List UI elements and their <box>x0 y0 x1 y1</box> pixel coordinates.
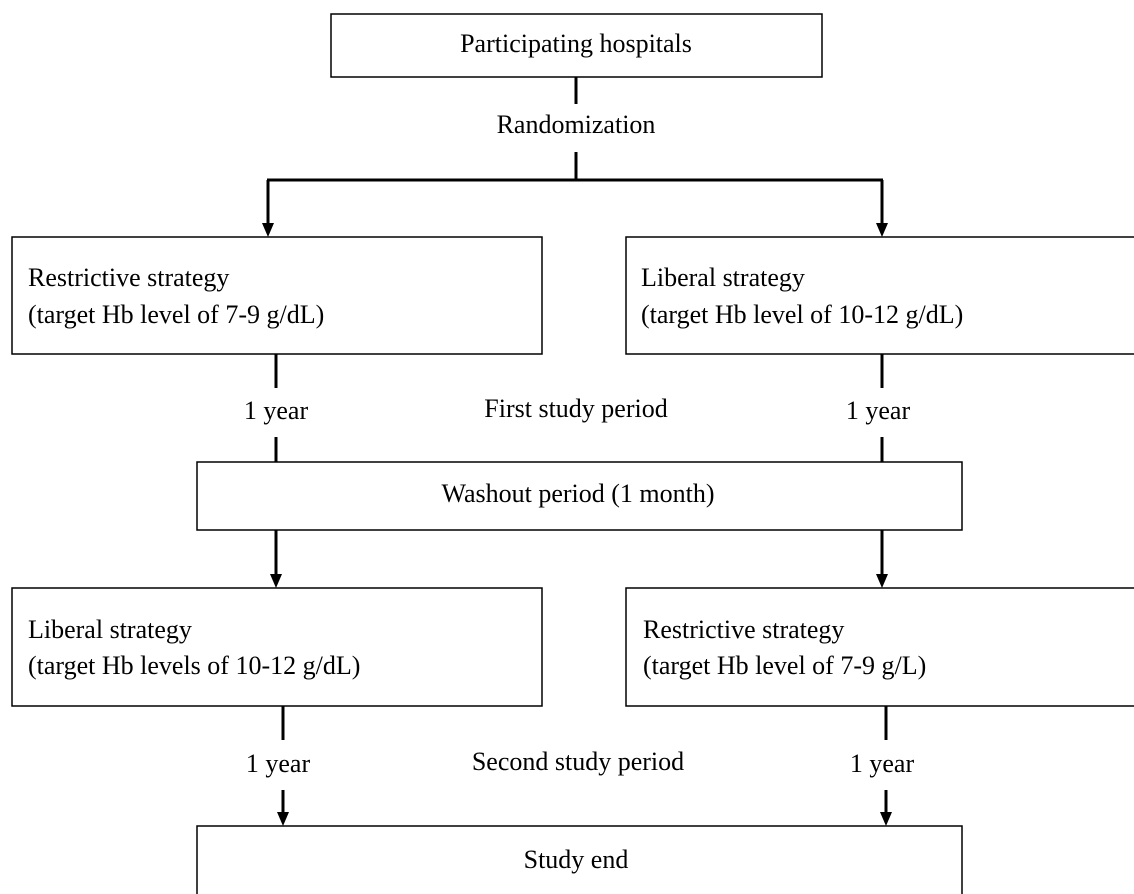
edge-label: Randomization <box>497 110 656 139</box>
duration-label: 1 year <box>850 749 915 778</box>
arrowhead <box>277 812 289 826</box>
node-detail: (target Hb level of 7-9 g/L) <box>643 651 926 680</box>
node-label: Study end <box>524 845 629 874</box>
arrowhead <box>876 574 888 588</box>
duration-label: 1 year <box>244 396 309 425</box>
arrowhead <box>876 223 888 237</box>
box <box>625 236 1134 355</box>
node-label: Washout period (1 month) <box>441 479 714 508</box>
node-title: Liberal strategy <box>641 263 805 292</box>
box <box>330 13 823 78</box>
box <box>196 461 963 531</box>
arrowhead <box>880 812 892 826</box>
box <box>196 825 963 894</box>
box <box>11 587 543 707</box>
node-title: Restrictive strategy <box>643 615 844 644</box>
node-title: Restrictive strategy <box>28 263 229 292</box>
box <box>625 587 1134 707</box>
node-title: Liberal strategy <box>28 615 192 644</box>
box <box>11 236 543 355</box>
node-label: Participating hospitals <box>460 29 692 58</box>
node-detail: (target Hb level of 7-9 g/dL) <box>28 300 324 329</box>
arrowhead <box>262 223 274 237</box>
duration-label: 1 year <box>846 396 911 425</box>
node-detail: (target Hb levels of 10-12 g/dL) <box>28 651 360 680</box>
period-label: Second study period <box>472 747 684 776</box>
period-label: First study period <box>484 394 667 423</box>
duration-label: 1 year <box>246 749 311 778</box>
node-detail: (target Hb level of 10-12 g/dL) <box>641 300 963 329</box>
arrowhead <box>270 574 282 588</box>
